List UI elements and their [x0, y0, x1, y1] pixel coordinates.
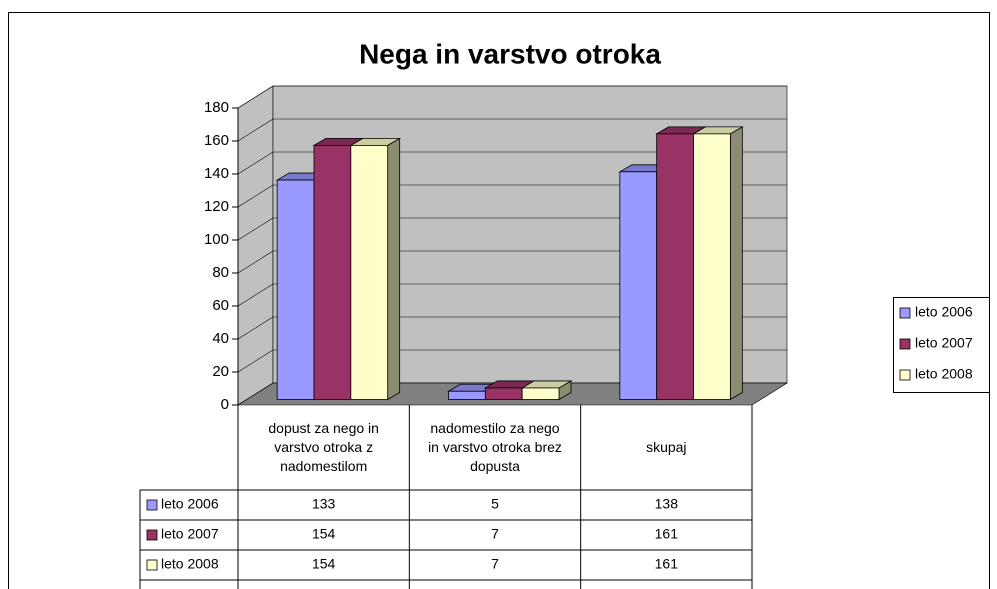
bar	[619, 171, 658, 400]
bar	[448, 390, 486, 400]
grid-line	[237, 283, 274, 307]
legend-key	[899, 338, 911, 350]
bar	[484, 387, 523, 400]
table-value: 138	[655, 496, 679, 512]
y-tick-label: 160	[204, 132, 229, 149]
legend-key	[899, 369, 911, 381]
grid-line	[237, 184, 274, 208]
bar	[693, 133, 731, 400]
category-label: dopust za nego in varstvo otroka z nadom…	[268, 420, 379, 474]
table-value: 7	[491, 556, 499, 572]
table-row-label: leto 2006	[161, 496, 219, 512]
y-tick-label: 120	[204, 198, 229, 215]
legend-key	[899, 307, 911, 319]
chart-title: Nega in varstvo otroka	[359, 38, 661, 69]
grid-line	[237, 85, 274, 109]
y-tick-label: 100	[204, 231, 229, 248]
table-value: 154	[312, 526, 336, 542]
table-legend-key	[146, 559, 158, 571]
grid-line	[237, 316, 274, 340]
table-value: 133	[312, 496, 336, 512]
table-legend-key	[146, 499, 158, 511]
table-row-label: leto 2007	[161, 526, 219, 542]
category-label: skupaj	[646, 439, 687, 455]
grid-line	[237, 382, 274, 406]
table-row-label: leto 2008	[161, 556, 219, 572]
y-tick-label: 40	[212, 330, 229, 347]
y-tick-label: 180	[204, 99, 229, 116]
legend-label: leto 2006	[915, 304, 973, 320]
bar	[276, 179, 315, 400]
table-legend-key	[146, 529, 158, 541]
y-tick-label: 20	[212, 363, 229, 380]
y-tick-label: 0	[221, 396, 229, 413]
legend-label: leto 2007	[915, 335, 973, 351]
bar	[656, 133, 694, 400]
grid-line	[237, 250, 274, 274]
bar-side	[387, 137, 401, 401]
category-label: nadomestilo za nego in varstvo otroka br…	[428, 420, 562, 474]
table-value: 5	[491, 496, 499, 512]
table-value: 161	[655, 526, 679, 542]
grid-line	[237, 118, 274, 142]
side-wall	[237, 85, 274, 406]
bar	[313, 144, 352, 400]
bar-side	[729, 126, 743, 401]
grid-line	[237, 151, 274, 175]
y-tick-label: 60	[212, 297, 229, 314]
legend-label: leto 2008	[915, 366, 973, 382]
grid-line	[237, 349, 274, 373]
table-value: 7	[491, 526, 499, 542]
grid-line	[237, 217, 274, 241]
y-tick-label: 140	[204, 165, 229, 182]
table-value: 154	[312, 556, 336, 572]
y-tick-label: 80	[212, 264, 229, 281]
table-value: 161	[655, 556, 679, 572]
bar	[521, 387, 560, 400]
bar	[350, 144, 389, 400]
